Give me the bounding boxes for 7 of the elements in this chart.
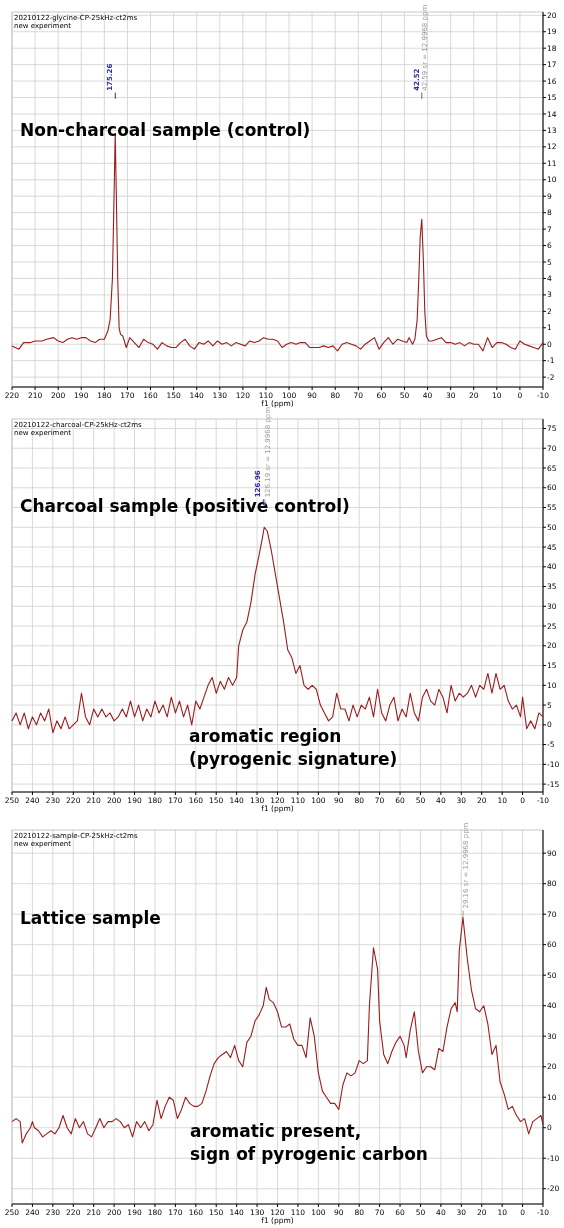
annotation: aromatic region bbox=[189, 725, 342, 746]
annotation: sign of pyrogenic carbon bbox=[190, 1143, 428, 1164]
annotation: aromatic present, bbox=[190, 1120, 362, 1141]
text: Lattice sample bbox=[20, 907, 161, 928]
text: Non-charcoal sample (control) bbox=[20, 119, 311, 140]
text: Charcoal sample (positive control) bbox=[20, 496, 350, 517]
annotation: (pyrogenic signature) bbox=[189, 748, 398, 769]
